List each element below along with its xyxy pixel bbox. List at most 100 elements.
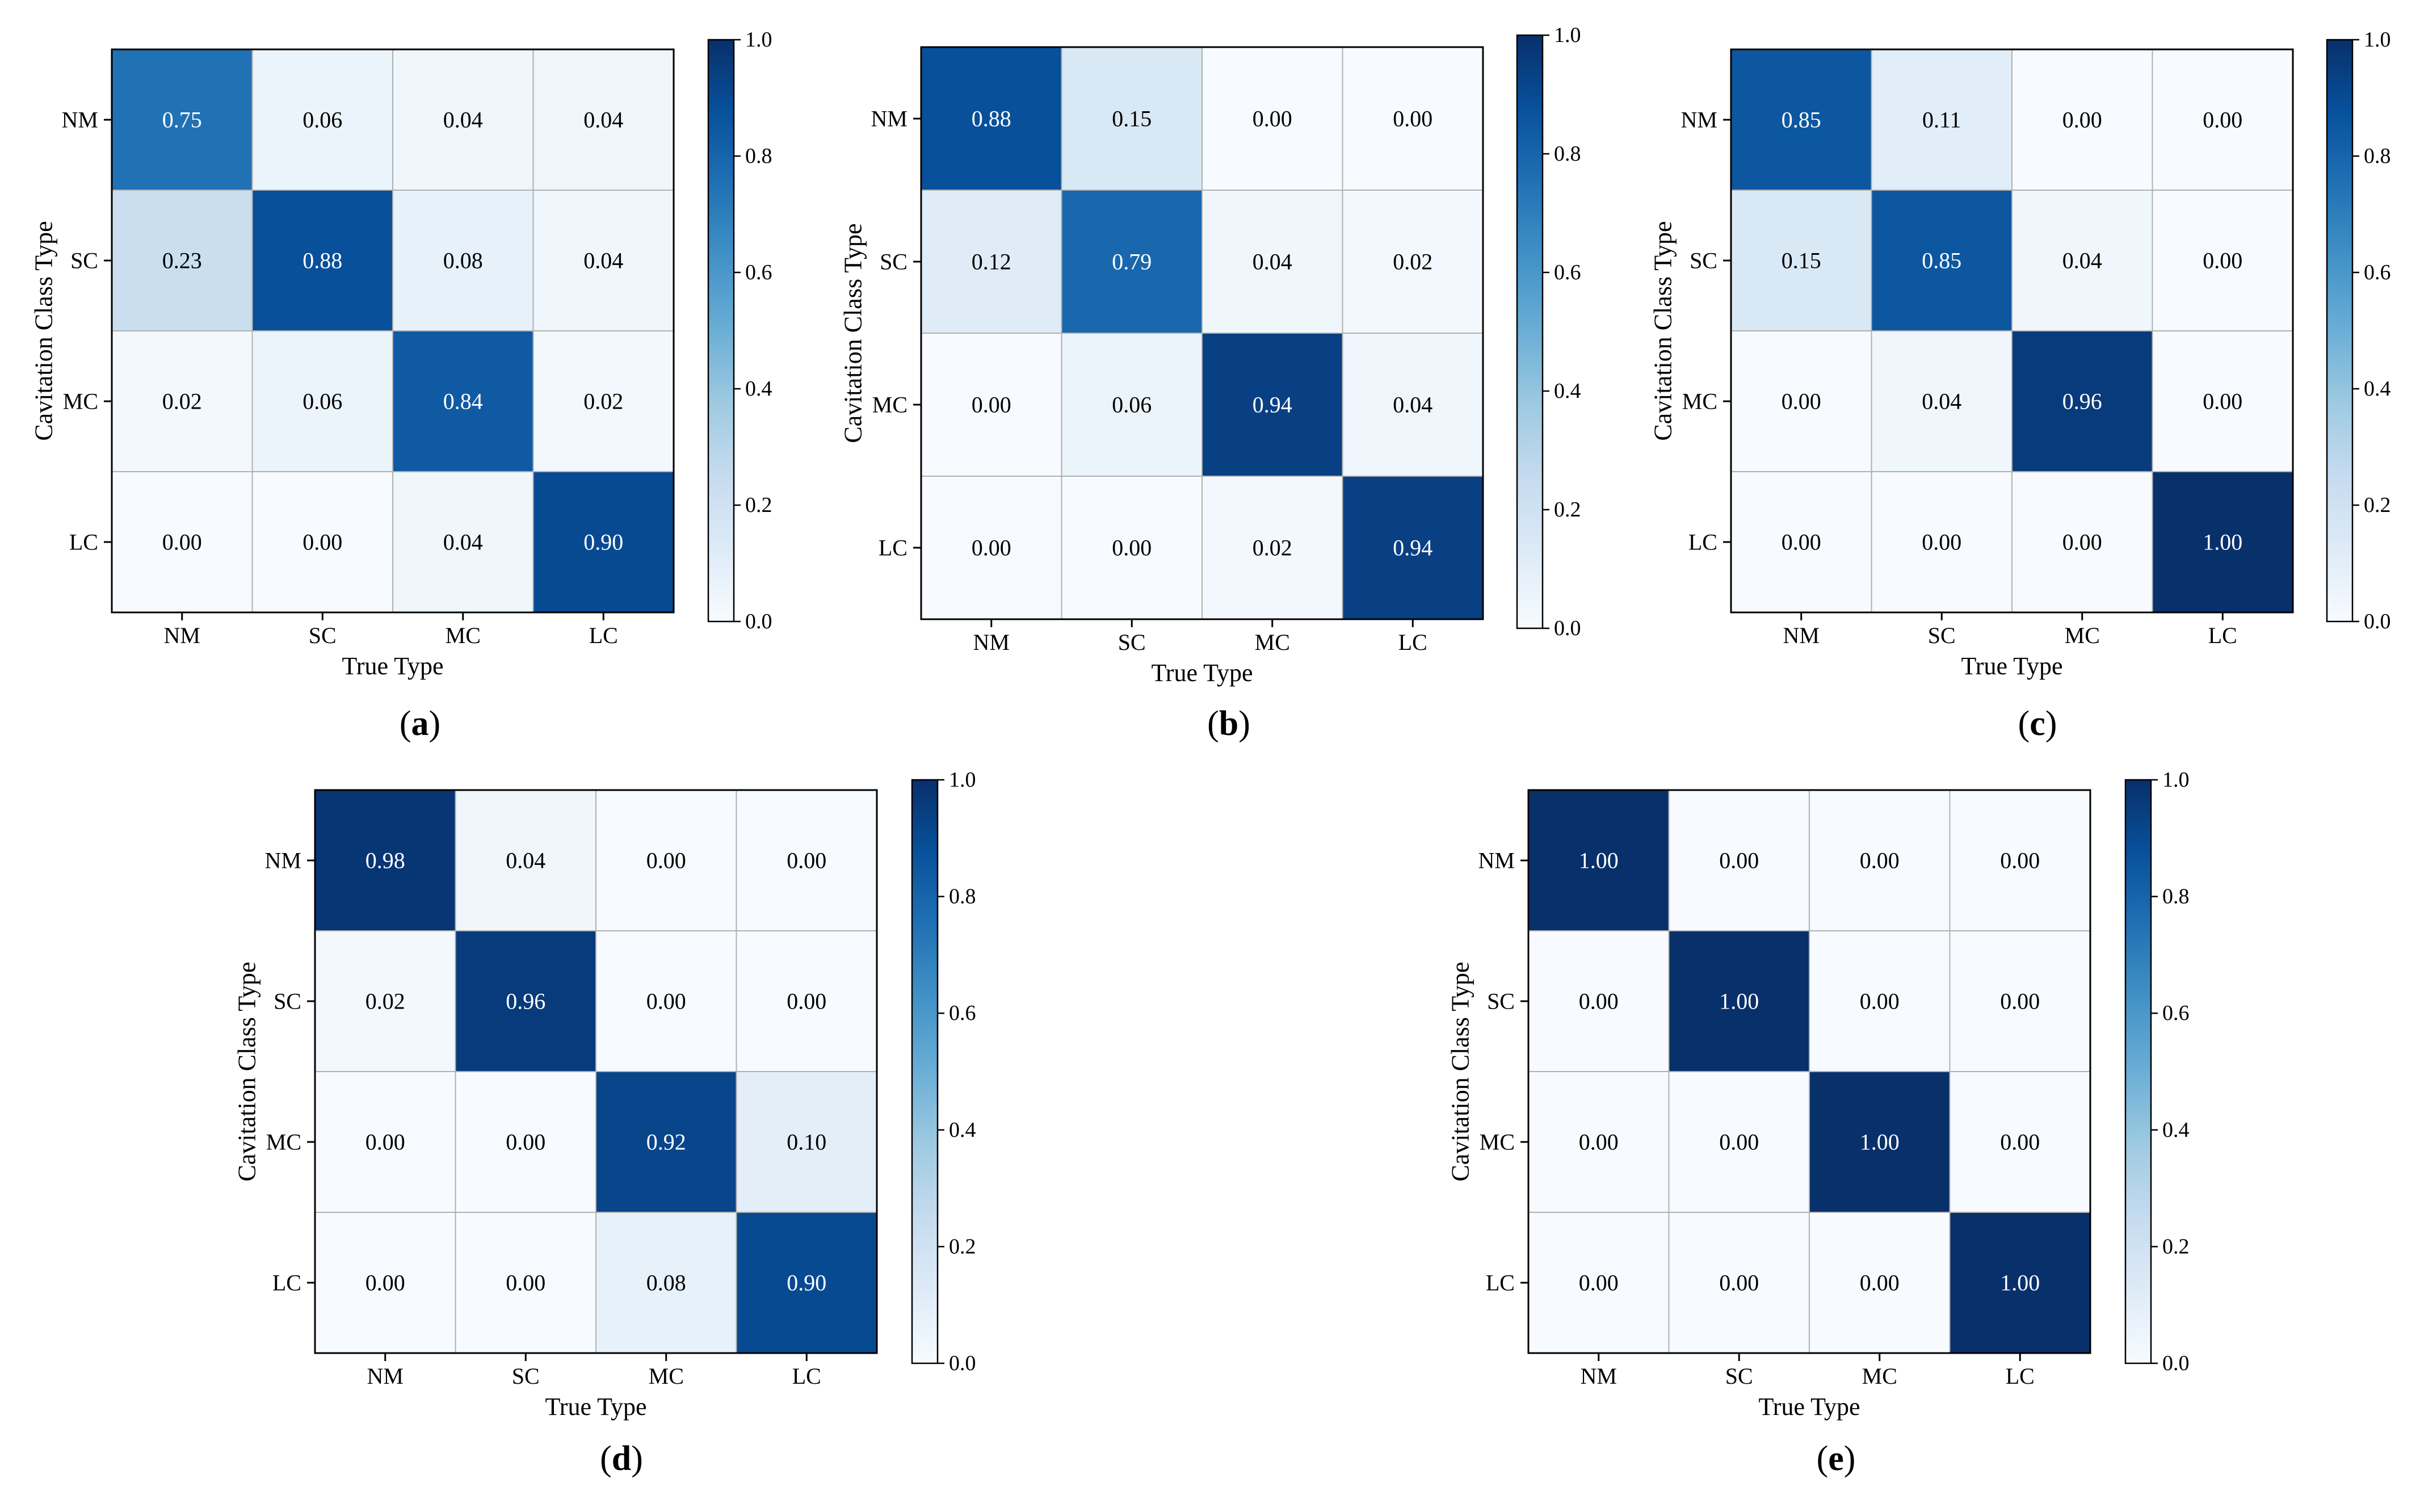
y-tick-label: NM bbox=[265, 848, 301, 873]
panel-label: (e) bbox=[1817, 1439, 1856, 1478]
heatmap-cell bbox=[1949, 930, 2091, 1072]
cell-value-label: 0.04 bbox=[2062, 248, 2102, 274]
heatmap-cell bbox=[1061, 190, 1203, 334]
cell-value-label: 0.00 bbox=[365, 1270, 405, 1296]
heatmap-frame bbox=[111, 48, 675, 614]
cell-value-label: 0.02 bbox=[1253, 535, 1292, 561]
heatmap-cell bbox=[111, 190, 253, 331]
heatmap-cell bbox=[595, 789, 737, 931]
cell-value-label: 0.85 bbox=[1922, 248, 1961, 274]
y-tick-label: LC bbox=[272, 1270, 301, 1296]
colorbar-tick-label: 0.2 bbox=[1554, 498, 1581, 522]
heatmap-cell bbox=[595, 930, 737, 1072]
cell-value-label: 0.00 bbox=[162, 530, 202, 555]
cell-value-label: 0.00 bbox=[2203, 389, 2242, 414]
x-tick-label: NM bbox=[1581, 1363, 1617, 1389]
cell-value-label: 0.00 bbox=[2062, 107, 2102, 133]
cell-value-label: 0.00 bbox=[1579, 1270, 1619, 1296]
colorbar-tick-label: 0.8 bbox=[2162, 885, 2190, 909]
cell-value-label: 0.02 bbox=[583, 389, 623, 414]
x-axis-title: True Type bbox=[1961, 652, 2062, 680]
cell-value-label: 0.00 bbox=[1860, 989, 1900, 1014]
cell-value-label: 0.00 bbox=[2203, 248, 2242, 274]
cell-value-label: 0.90 bbox=[787, 1270, 826, 1296]
cell-value-label: 0.08 bbox=[443, 248, 483, 274]
heatmap-cell bbox=[314, 789, 456, 931]
heatmap-cell bbox=[251, 190, 393, 331]
confusion-matrix-panel: 0.88 0.15 0.00 0.00 0.12 0.79 0.04 0.02 0.00 0.06… bbox=[839, 23, 1581, 743]
cell-value-label: 0.00 bbox=[1719, 1270, 1759, 1296]
colorbar-tick-label: 0.0 bbox=[949, 1351, 976, 1375]
heatmap-cell bbox=[2011, 471, 2153, 613]
cell-value-label: 0.00 bbox=[787, 989, 826, 1014]
panel-label: (a) bbox=[400, 704, 440, 743]
heatmap-cell bbox=[1730, 330, 1872, 472]
cell-value-label: 0.06 bbox=[302, 107, 342, 133]
x-tick-label: NM bbox=[973, 629, 1010, 655]
x-tick-label: MC bbox=[446, 623, 481, 648]
x-tick-label: NM bbox=[1783, 623, 1820, 648]
cell-value-label: 0.96 bbox=[506, 989, 545, 1014]
heatmap-cell bbox=[1809, 930, 1951, 1072]
cell-value-label: 0.04 bbox=[1922, 389, 1961, 414]
x-tick-label: LC bbox=[792, 1363, 821, 1389]
x-tick-label: LC bbox=[1398, 629, 1427, 655]
heatmap-cell bbox=[595, 1071, 737, 1213]
heatmap-cell bbox=[1809, 1071, 1951, 1213]
x-tick-label: MC bbox=[649, 1363, 684, 1389]
y-tick-label: LC bbox=[1688, 530, 1717, 555]
cell-value-label: 1.00 bbox=[2000, 1270, 2040, 1296]
y-axis-title: Cavitation Class Type bbox=[1447, 961, 1474, 1181]
heatmap-cell bbox=[1061, 476, 1203, 620]
cell-value-label: 0.00 bbox=[1719, 848, 1759, 873]
cell-value-label: 0.10 bbox=[787, 1129, 826, 1155]
colorbar-tick-label: 0.2 bbox=[745, 493, 772, 517]
panel-label: (d) bbox=[600, 1439, 643, 1478]
y-tick-label: NM bbox=[1681, 107, 1717, 133]
x-tick-label: NM bbox=[367, 1363, 404, 1389]
confusion-matrix-panel: 0.75 0.06 0.04 0.04 0.23 0.88 0.08 0.04 0.02 0.06… bbox=[30, 28, 772, 743]
cell-value-label: 0.04 bbox=[583, 248, 623, 274]
heatmap-cell bbox=[392, 471, 534, 613]
cell-value-label: 0.04 bbox=[1393, 392, 1432, 418]
cell-value-label: 0.00 bbox=[1393, 106, 1432, 132]
heatmap-cell bbox=[532, 190, 674, 331]
heatmap-cell bbox=[111, 49, 253, 191]
heatmap-cell bbox=[111, 471, 253, 613]
y-tick-label: MC bbox=[872, 392, 908, 418]
x-tick-label: SC bbox=[309, 623, 337, 648]
heatmap-cell bbox=[1668, 789, 1810, 931]
x-tick-label: SC bbox=[1118, 629, 1146, 655]
y-tick-label: NM bbox=[62, 107, 98, 133]
cell-value-label: 0.88 bbox=[302, 248, 342, 274]
y-tick-label: NM bbox=[1478, 848, 1515, 873]
cell-value-label: 0.00 bbox=[1579, 1129, 1619, 1155]
cell-value-label: 0.96 bbox=[2062, 389, 2102, 414]
colorbar-tick-label: 0.6 bbox=[2162, 1001, 2190, 1025]
colorbar-tick-label: 0.6 bbox=[745, 261, 772, 284]
heatmap-cell bbox=[2152, 471, 2293, 613]
cell-value-label: 0.00 bbox=[1719, 1129, 1759, 1155]
colorbar-tick-label: 0.4 bbox=[2162, 1118, 2190, 1142]
heatmap-frame bbox=[314, 789, 878, 1354]
x-tick-label: SC bbox=[1928, 623, 1956, 648]
colorbar-tick-label: 0.0 bbox=[2364, 610, 2391, 633]
colorbar-tick-label: 0.4 bbox=[1554, 379, 1581, 403]
cell-value-label: 0.00 bbox=[1782, 530, 1821, 555]
x-axis-title: True Type bbox=[1758, 1393, 1860, 1421]
heatmap-cell bbox=[314, 1212, 456, 1354]
y-tick-label: MC bbox=[1480, 1129, 1515, 1155]
heatmap-cell bbox=[1528, 1212, 1670, 1354]
x-tick-label: MC bbox=[1862, 1363, 1897, 1389]
cell-value-label: 0.23 bbox=[162, 248, 202, 274]
cell-value-label: 0.15 bbox=[1782, 248, 1821, 274]
cell-value-label: 0.04 bbox=[506, 848, 545, 873]
confusion-matrix-panel: 0.85 0.11 0.00 0.00 0.15 0.85 0.04 0.00 0.00 0.04… bbox=[1649, 28, 2391, 743]
cell-value-label: 0.04 bbox=[443, 107, 483, 133]
heatmap-cell bbox=[532, 49, 674, 191]
cell-value-label: 0.00 bbox=[972, 535, 1011, 561]
cell-value-label: 0.04 bbox=[1253, 249, 1292, 275]
colorbar-tick-label: 1.0 bbox=[745, 28, 772, 52]
cell-value-label: 0.79 bbox=[1112, 249, 1152, 275]
x-tick-label: SC bbox=[1725, 1363, 1753, 1389]
